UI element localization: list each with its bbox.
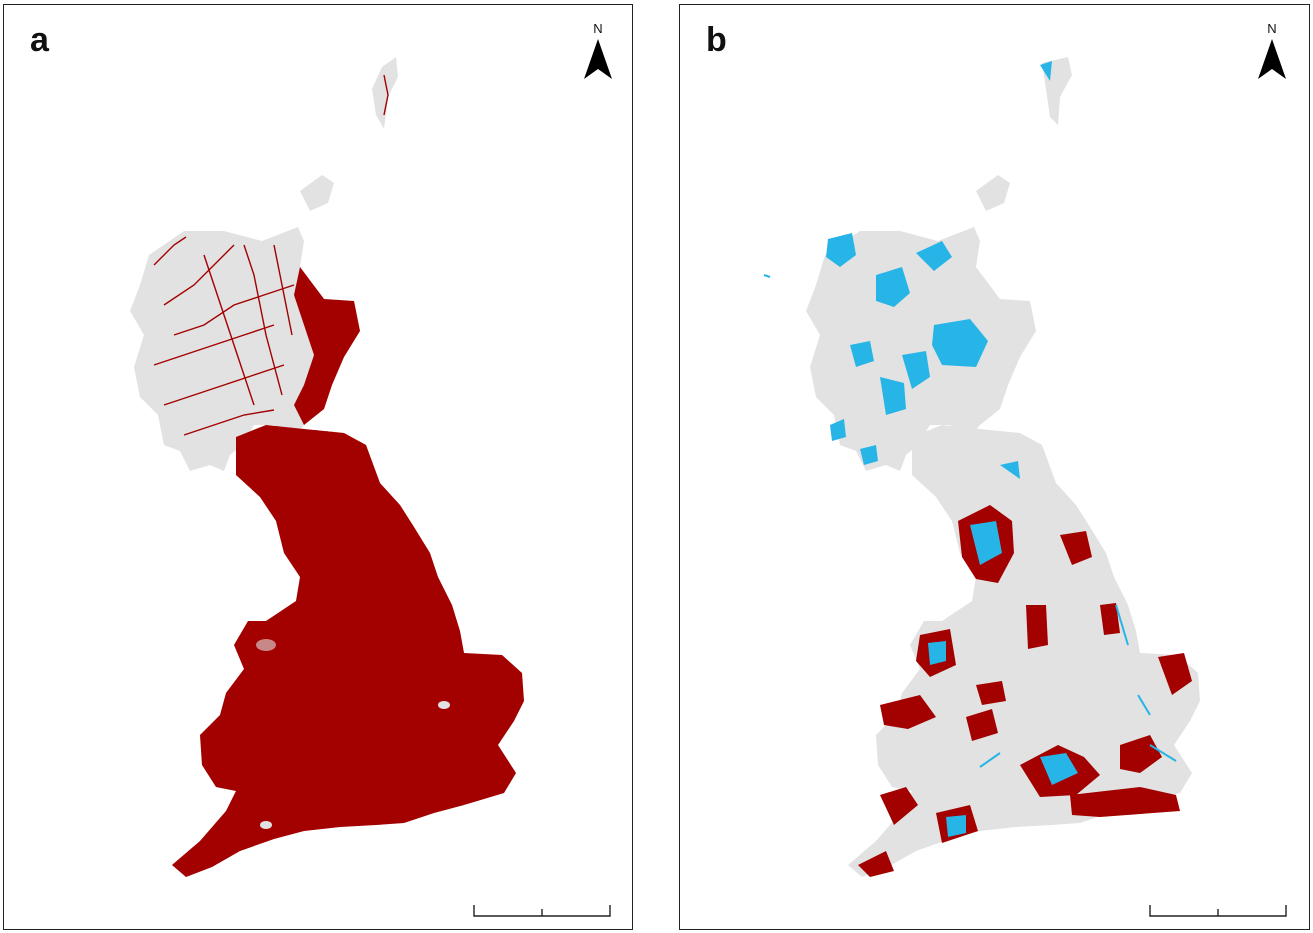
north-arrow: N (1255, 21, 1289, 87)
north-label: N (1267, 21, 1277, 36)
blue-patches (826, 61, 1052, 479)
north-arrow-icon (1258, 39, 1286, 79)
gb-landmass (806, 57, 1200, 877)
map-panel-a: a N (3, 4, 633, 930)
north-arrow: N (581, 21, 615, 87)
scale-bar (1149, 905, 1287, 917)
map-canvas-a (130, 57, 524, 877)
map-canvas-b (763, 57, 1200, 877)
scale-bar (473, 905, 611, 917)
blue-streams (763, 274, 1177, 768)
panel-label: b (706, 21, 727, 59)
panel-label: a (30, 21, 49, 59)
red-blue-regions (858, 505, 1192, 877)
highland-rivers (153, 74, 389, 436)
map-panel-b: b N (679, 4, 1310, 930)
road-network-dense (172, 267, 524, 877)
north-arrow-icon (584, 39, 612, 79)
north-label: N (593, 21, 603, 36)
